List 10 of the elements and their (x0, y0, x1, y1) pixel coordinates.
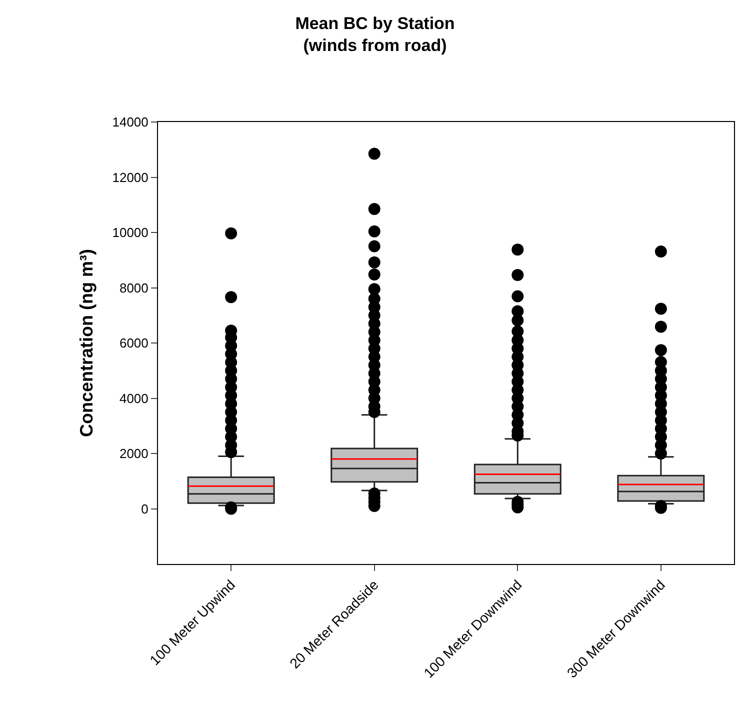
y-tick-label: 8000 (119, 280, 148, 296)
y-tick-label: 6000 (119, 336, 148, 351)
y-axis-title: Concentration (ng m³) (76, 249, 96, 437)
y-tick-label: 12000 (112, 170, 148, 185)
y-tick-label: 14000 (112, 114, 148, 130)
y-tick-label: 4000 (119, 390, 148, 406)
y-tick-label: 2000 (119, 446, 148, 462)
y-tick-label: 0 (141, 501, 148, 516)
chart-title: Mean BC by Station (winds from road) (295, 14, 455, 56)
y-tick-label: 10000 (112, 225, 148, 240)
